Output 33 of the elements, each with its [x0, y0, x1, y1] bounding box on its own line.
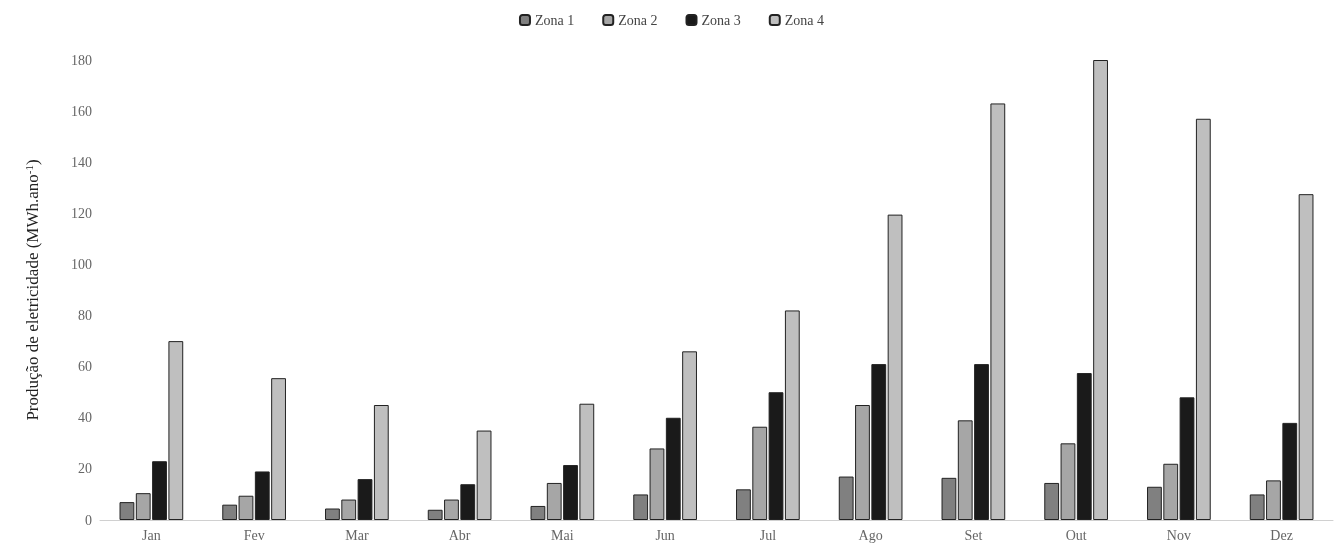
x-tick-label: Jun — [655, 527, 675, 543]
y-tick-label: 20 — [78, 461, 92, 477]
bar — [887, 214, 903, 520]
legend-label: Zona 1 — [534, 12, 575, 28]
x-tick-label: Set — [964, 527, 983, 543]
x-tick-label: Nov — [1166, 527, 1191, 543]
y-tick-label: 40 — [78, 410, 92, 426]
legend-label: Zona 4 — [784, 12, 825, 28]
x-tick-label: Jul — [759, 527, 777, 543]
y-tick-label: 180 — [71, 52, 92, 68]
x-tick-label: Out — [1065, 527, 1087, 543]
y-tick-label: 120 — [71, 205, 92, 221]
y-tick-label: 0 — [85, 512, 92, 528]
x-tick-label: Mai — [551, 527, 574, 543]
bar — [119, 502, 135, 520]
y-tick-label: 160 — [71, 103, 92, 119]
legend-label: Zona 3 — [701, 12, 741, 28]
bar — [530, 505, 546, 520]
x-tick-label: Fev — [243, 527, 265, 543]
x-tick-label: Dez — [1270, 527, 1293, 543]
x-tick-label: Jan — [142, 527, 161, 543]
bar — [1298, 194, 1314, 520]
y-tick-label: 80 — [78, 308, 92, 324]
y-tick-label: 100 — [71, 256, 92, 272]
y-tick-label: 60 — [78, 359, 92, 375]
x-tick-label: Ago — [858, 527, 883, 543]
x-tick-label: Mar — [345, 527, 369, 543]
y-axis-title: Produção de eletricidade (MWh.ano-1) — [22, 159, 42, 421]
legend-label: Zona 2 — [618, 12, 658, 28]
bar — [941, 477, 957, 520]
bar — [476, 430, 492, 520]
y-tick-label: 140 — [71, 154, 92, 170]
x-tick-label: Abr — [448, 527, 471, 543]
